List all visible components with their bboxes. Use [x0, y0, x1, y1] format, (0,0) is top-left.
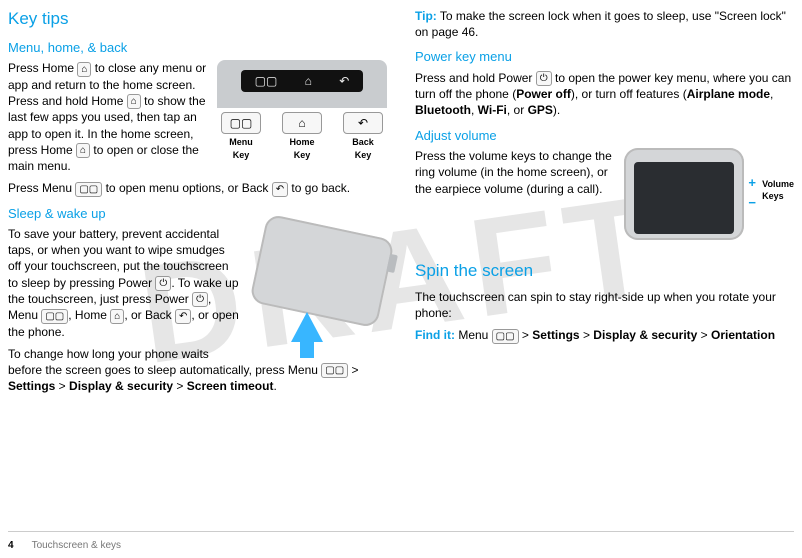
t: Menu: [455, 328, 492, 342]
t: , or Back: [124, 308, 175, 322]
home-key-icon: ⌂: [282, 112, 322, 134]
t: Press Home: [8, 61, 77, 75]
t: >: [519, 328, 533, 342]
t: Press Menu: [8, 181, 75, 195]
back-icon: ↶: [175, 309, 191, 324]
heading-key-tips: Key tips: [8, 8, 387, 31]
page-columns: Key tips Menu, home, & back ▢▢ ⌂ ↶ ▢▢ Me…: [0, 0, 802, 522]
tip-label: Tip:: [415, 9, 437, 23]
menu-key-label-1: Menu: [217, 136, 265, 148]
phone-key-bar: ▢▢ ⌂ ↶: [241, 70, 363, 92]
find-it-label: Find it:: [415, 328, 455, 342]
heading-spin-screen: Spin the screen: [415, 260, 794, 283]
t: >: [697, 328, 711, 342]
phone-screen-graphic: [634, 162, 734, 234]
menu-icon: ▢▢: [41, 309, 68, 324]
menu-key-icon: ▢▢: [221, 112, 261, 134]
tip-para: Tip: To make the screen lock when it goe…: [415, 8, 794, 40]
back-key-icon: ↶: [343, 112, 383, 134]
footer-section-label: Touchscreen & keys: [32, 539, 122, 553]
t: , Home: [68, 308, 110, 322]
home-icon: ⌂: [77, 62, 91, 77]
page-footer: 4 Touchscreen & keys: [8, 539, 121, 553]
menu-icon: ▢▢: [321, 363, 348, 378]
back-icon: ↶: [272, 182, 288, 197]
home-icon: ⌂: [127, 94, 141, 109]
volume-illustration: + − Volume Keys: [624, 148, 794, 248]
orientation-label: Orientation: [711, 328, 775, 342]
t: ), or turn off features (: [571, 87, 687, 101]
t: to go back.: [288, 181, 350, 195]
t: >: [55, 379, 69, 393]
minus-icon: −: [748, 194, 756, 212]
heading-sleep-wake: Sleep & wake up: [8, 205, 387, 223]
keys-illustration: ▢▢ ⌂ ↶ ▢▢ Menu Key ⌂ Home Key ↶: [217, 60, 387, 160]
display-security-label: Display & security: [69, 379, 173, 393]
menu-key-label-2: Key: [217, 149, 265, 161]
page-number: 4: [8, 539, 14, 553]
volume-keys-callout: Volume Keys: [762, 178, 794, 202]
menu-key-block: ▢▢ Menu Key: [217, 112, 265, 160]
power-off-label: Power off: [516, 87, 571, 101]
home-key-label-1: Home: [278, 136, 326, 148]
power-icon: ⏻: [155, 276, 171, 291]
keys-labels-row: ▢▢ Menu Key ⌂ Home Key ↶ Back Key: [217, 112, 387, 160]
back-key-label-1: Back: [339, 136, 387, 148]
home-icon: ⌂: [110, 309, 124, 324]
bluetooth-label: Bluetooth: [415, 103, 471, 117]
plus-icon: +: [748, 174, 756, 192]
t: ).: [553, 103, 560, 117]
t: , or: [507, 103, 528, 117]
menu-icon: ▢▢: [492, 329, 519, 344]
airplane-mode-label: Airplane mode: [687, 87, 770, 101]
wifi-label: Wi-Fi: [478, 103, 507, 117]
phone-front-graphic: [624, 148, 744, 240]
heading-menu-home-back: Menu, home, & back: [8, 39, 387, 57]
t: To make the screen lock when it goes to …: [415, 9, 786, 39]
t: Press and hold Power: [415, 71, 536, 85]
home-key-block: ⌂ Home Key: [278, 112, 326, 160]
settings-label: Settings: [8, 379, 55, 393]
t: to open menu options, or Back: [102, 181, 271, 195]
display-security-label: Display & security: [593, 328, 697, 342]
left-column: Key tips Menu, home, & back ▢▢ ⌂ ↶ ▢▢ Me…: [8, 8, 387, 522]
power-icon: ⏻: [192, 292, 208, 307]
para-sleep-2: To change how long your phone waits befo…: [8, 346, 387, 395]
para-menu-home-back-2: Press Menu ▢▢ to open menu options, or B…: [8, 180, 387, 196]
volume-label-1: Volume: [762, 178, 794, 190]
settings-label: Settings: [532, 328, 579, 342]
phone-top-graphic: ▢▢ ⌂ ↶: [217, 60, 387, 108]
home-key-label-2: Key: [278, 149, 326, 161]
heading-adjust-volume: Adjust volume: [415, 127, 794, 145]
heading-power-key-menu: Power key menu: [415, 48, 794, 66]
t: To change how long your phone waits befo…: [8, 347, 321, 377]
sleep-illustration: [247, 226, 387, 346]
power-icon: ⏻: [536, 71, 552, 86]
menu-icon: ▢▢: [75, 182, 102, 197]
t: >: [580, 328, 594, 342]
bar-back-icon: ↶: [339, 73, 349, 89]
bar-menu-icon: ▢▢: [255, 73, 278, 89]
t: >: [348, 363, 358, 377]
home-icon: ⌂: [76, 143, 90, 158]
bar-home-icon: ⌂: [305, 73, 312, 89]
arrow-up-icon: [291, 312, 323, 342]
para-power-menu: Press and hold Power ⏻ to open the power…: [415, 70, 794, 119]
gps-label: GPS: [528, 103, 553, 117]
para-find-it: Find it: Menu ▢▢ > Settings > Display & …: [415, 327, 794, 343]
para-spin-1: The touchscreen can spin to stay right-s…: [415, 289, 794, 321]
right-column: Tip: To make the screen lock when it goe…: [415, 8, 794, 522]
footer-rule: [8, 531, 794, 532]
back-key-label-2: Key: [339, 149, 387, 161]
t: >: [173, 379, 187, 393]
back-key-block: ↶ Back Key: [339, 112, 387, 160]
t: ,: [770, 87, 773, 101]
volume-label-2: Keys: [762, 190, 794, 202]
screen-timeout-label: Screen timeout: [187, 379, 274, 393]
t: ,: [471, 103, 478, 117]
